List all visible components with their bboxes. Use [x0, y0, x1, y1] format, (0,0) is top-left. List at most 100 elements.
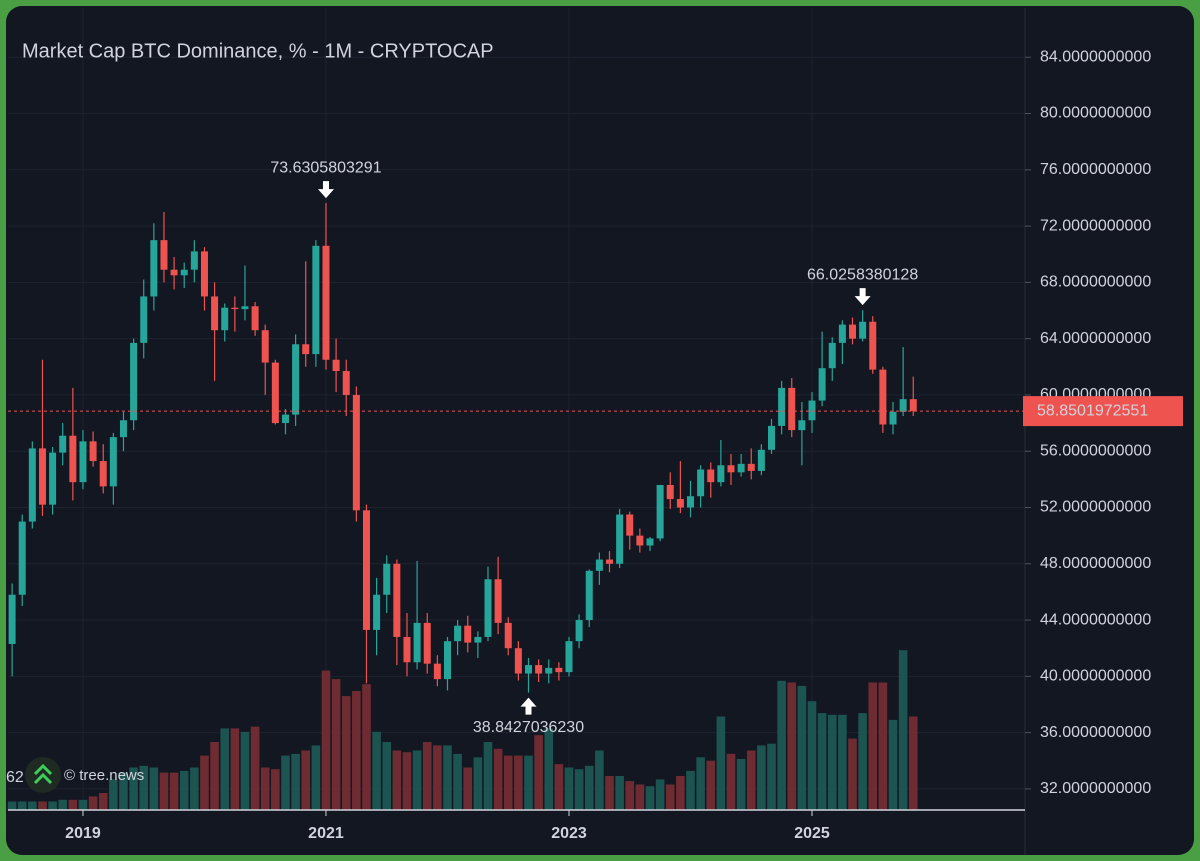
volume-bar — [38, 801, 47, 810]
candle-body — [909, 399, 917, 412]
volume-bar — [817, 713, 827, 810]
volume-bar — [635, 784, 645, 810]
volume-bar — [595, 750, 604, 810]
volume-bar — [240, 731, 250, 810]
volume-bar — [281, 755, 290, 810]
y-tick-label: 64.0000000000 — [1040, 330, 1151, 347]
volume-bar — [250, 726, 260, 810]
volume-bar — [58, 799, 68, 810]
candle-body — [666, 484, 674, 500]
volume-bar — [503, 755, 513, 810]
volume-bar — [200, 755, 209, 810]
candle-body — [322, 245, 330, 360]
volume-bar — [584, 765, 594, 810]
candle-body — [423, 622, 431, 664]
volume-bar — [443, 745, 452, 810]
candle-body — [636, 535, 644, 546]
volume-bar — [827, 714, 837, 810]
candle-body — [575, 620, 583, 642]
candle-body — [757, 449, 765, 471]
candle-body — [433, 663, 441, 680]
volume-bar — [88, 796, 98, 810]
volume-bar — [321, 670, 331, 810]
candle-body — [585, 570, 593, 621]
y-tick-label: 72.0000000000 — [1040, 217, 1151, 234]
volume-bar — [412, 750, 422, 810]
volume-bar — [78, 799, 88, 810]
volume-bar — [98, 793, 108, 810]
candle-body — [190, 251, 198, 270]
candle-body — [798, 420, 806, 431]
volume-bar — [190, 767, 199, 810]
candle-body — [818, 368, 826, 401]
candle-body — [49, 452, 57, 505]
candle-body — [79, 441, 87, 483]
candle-body — [747, 463, 755, 471]
volume-bar — [898, 650, 908, 810]
y-tick-label: 84.0000000000 — [1040, 48, 1151, 65]
candle-body — [221, 307, 229, 331]
volume-bar — [878, 682, 888, 810]
candle-body — [494, 579, 502, 623]
logo-icon — [33, 763, 53, 785]
volume-bar — [554, 764, 564, 810]
candle-body — [514, 648, 522, 674]
volume-bar — [797, 685, 807, 810]
price-label-box — [1023, 396, 1183, 427]
volume-bar — [352, 691, 361, 810]
volume-bar — [179, 770, 189, 810]
candle-body — [676, 499, 684, 508]
volume-bar — [422, 742, 432, 810]
volume-bar — [868, 682, 878, 810]
x-tick-label: 2025 — [794, 825, 830, 842]
candle-body — [89, 441, 97, 462]
volume-bar — [726, 753, 736, 810]
volume-bar — [807, 701, 817, 810]
candle-body — [180, 269, 188, 276]
volume-bar — [220, 728, 230, 810]
candle-body — [889, 411, 897, 425]
candle-body — [109, 437, 117, 487]
volume-bar — [362, 684, 371, 810]
volume-bar — [210, 742, 219, 810]
price-label: 58.8501972551 — [1037, 402, 1148, 419]
volume-bar — [331, 679, 341, 810]
volume-bar — [493, 748, 503, 810]
candle-body — [768, 425, 776, 450]
candle-body — [443, 641, 451, 680]
candle-body — [646, 538, 654, 546]
candle-body — [292, 344, 300, 415]
candle-body — [403, 636, 411, 663]
volume-bar — [858, 713, 867, 810]
candle-body — [261, 330, 269, 363]
candle-body — [231, 307, 239, 310]
candle-body — [555, 667, 563, 673]
annotation-label: 38.8427036230 — [473, 719, 584, 736]
candle-body — [686, 496, 694, 508]
candle-body — [605, 559, 613, 564]
volume-bar — [159, 772, 169, 810]
candle-body — [140, 296, 148, 343]
volume-bar — [787, 682, 797, 810]
volume-bar — [746, 750, 756, 810]
candle-body — [656, 484, 664, 539]
volume-bar — [686, 770, 695, 810]
candle-body — [352, 394, 360, 511]
annotation-arrow — [317, 181, 334, 199]
volume-bar — [645, 786, 655, 810]
volume-readout: 62 — [6, 769, 24, 786]
candle-body — [8, 594, 16, 644]
volume-bar — [17, 801, 27, 810]
candle-body — [778, 387, 786, 426]
candle-body — [393, 563, 401, 637]
candle-body — [859, 321, 867, 339]
y-tick-label: 40.0000000000 — [1040, 668, 1151, 685]
volume-bar — [291, 753, 300, 810]
volume-bar — [453, 753, 462, 810]
volume-bar — [524, 755, 533, 810]
volume-bar — [706, 760, 716, 810]
candle-body — [545, 667, 553, 674]
candle-body — [717, 465, 725, 483]
candle-body — [899, 399, 907, 412]
